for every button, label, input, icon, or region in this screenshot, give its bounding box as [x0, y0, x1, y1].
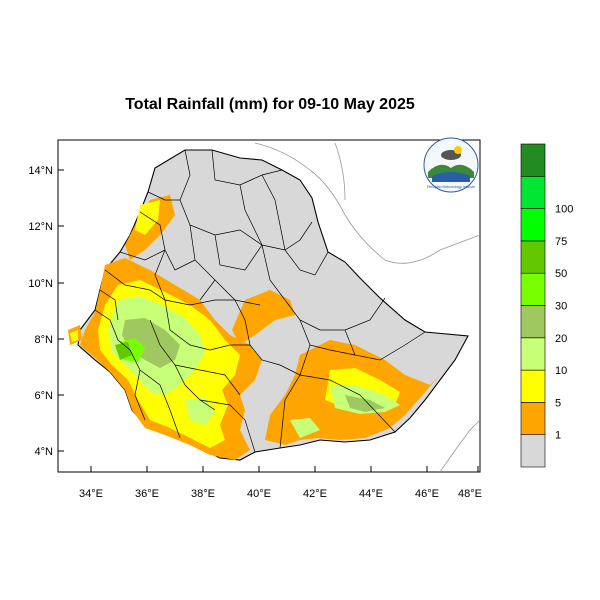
rainfall-50-75mm [115, 342, 132, 360]
legend-label: 10 [555, 365, 567, 377]
legend-label: 75 [555, 236, 567, 248]
lon-label: 44°E [359, 488, 383, 500]
legend-label: 100 [555, 204, 573, 216]
legend-swatch [520, 143, 546, 177]
legend-label: 50 [555, 268, 567, 280]
longitude-axis: 34°E 36°E 38°E 40°E 42°E 44°E 46°E 48°E [79, 466, 482, 500]
institute-logo: Ethiopian Meteorology Institute [423, 137, 479, 193]
admin-boundaries [94, 149, 426, 453]
legend-label: 1 [555, 430, 561, 442]
neighbour-borders [254, 142, 481, 473]
legend-swatch [520, 240, 546, 274]
lon-label: 38°E [191, 488, 215, 500]
legend-swatch [520, 208, 546, 242]
legend-swatch [520, 176, 546, 209]
legend-swatch [520, 434, 546, 468]
lon-label: 42°E [303, 488, 327, 500]
lon-label: 46°E [415, 488, 439, 500]
legend-label: 20 [555, 333, 567, 345]
lon-label: 36°E [135, 488, 159, 500]
lat-label: 6°N [35, 390, 54, 402]
lon-label: 48°E [458, 488, 482, 500]
legend-swatch [520, 305, 546, 339]
lat-label: 14°N [28, 165, 53, 177]
lat-label: 12°N [28, 221, 53, 233]
legend-swatch [520, 369, 546, 403]
lat-label: 8°N [35, 334, 54, 346]
legend-label: 30 [555, 301, 567, 313]
legend-swatch [520, 402, 546, 435]
lat-label: 4°N [35, 446, 54, 458]
rainfall-20-30mm [122, 318, 385, 412]
logo-text: Ethiopian Meteorology Institute [427, 185, 475, 189]
latitude-axis: 14°N 12°N 10°N 8°N 6°N 4°N [28, 165, 64, 458]
lon-label: 40°E [247, 488, 271, 500]
lon-label: 34°E [79, 488, 103, 500]
legend-swatch [520, 337, 546, 371]
map-title: Total Rainfall (mm) for 09-10 May 2025 [125, 96, 415, 113]
legend-label: 5 [555, 397, 561, 409]
color-legend: 1 5 10 20 30 50 75 100 [520, 143, 573, 468]
lat-label: 10°N [28, 278, 53, 290]
legend-swatch [520, 272, 546, 306]
